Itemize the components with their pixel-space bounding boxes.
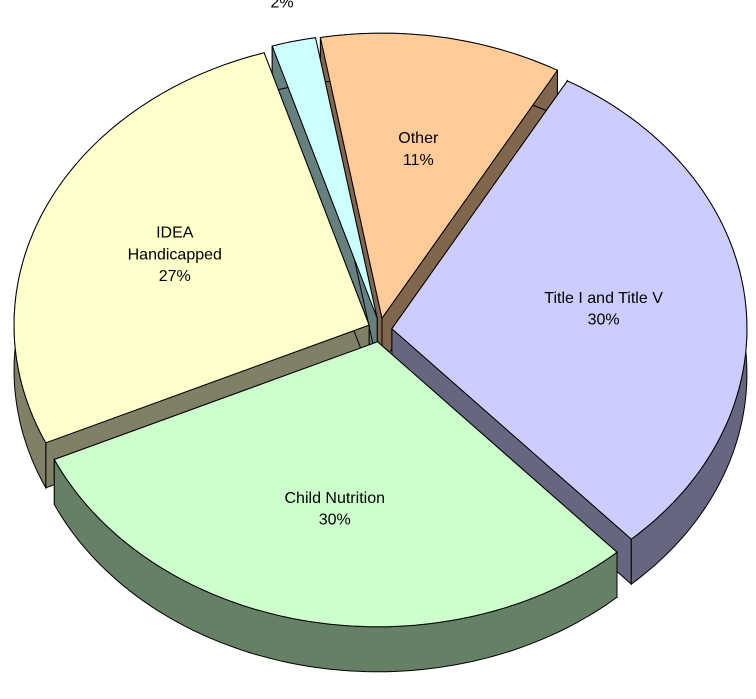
slice-value-label: 30% [319, 511, 351, 528]
slice-label: Child Nutrition [285, 490, 385, 507]
slice-value-label: 27% [159, 268, 191, 285]
slice-label: IDEA Handicapped [128, 225, 222, 264]
slice-value-label: 2% [270, 0, 293, 12]
slice-value-label: 11% [403, 152, 434, 169]
slice [319, 32, 559, 320]
slice [53, 341, 618, 628]
slice-label: Other [398, 130, 439, 147]
slice-value-label: 30% [588, 312, 620, 329]
slice [13, 52, 370, 444]
slice [271, 37, 378, 319]
slice-label: Title I and Title V [544, 290, 663, 307]
slice [391, 80, 748, 540]
